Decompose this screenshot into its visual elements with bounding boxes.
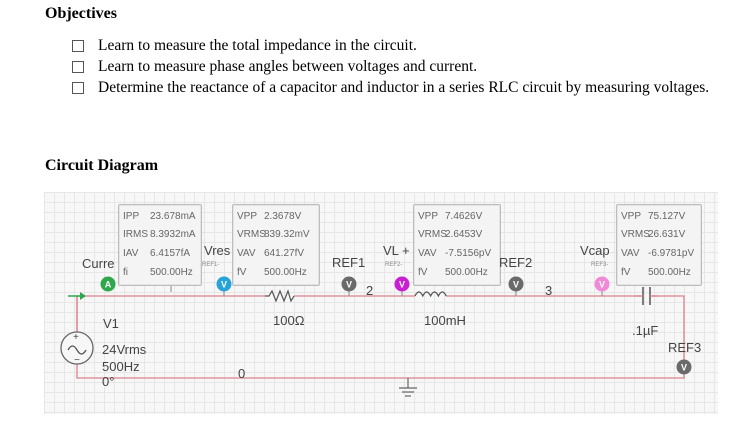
vres-probe-icon[interactable]: V: [216, 276, 232, 292]
circuit-heading: Circuit Diagram: [45, 157, 159, 174]
svg-text:−: −: [74, 355, 80, 366]
current-direction-icon: [68, 292, 86, 300]
vres-probe-label: Vres: [204, 243, 231, 258]
node-2-label: 2: [366, 283, 374, 298]
svg-text:A: A: [105, 280, 112, 290]
source-frequency-label: 500Hz: [102, 359, 140, 374]
ref1-probe-label: REF1: [332, 255, 366, 270]
checkbox[interactable]: [72, 82, 84, 94]
ref2-probe-icon[interactable]: V: [508, 276, 524, 292]
inductor-icon: [414, 291, 447, 298]
objective-text: Learn to measure the total impedance in …: [98, 37, 417, 54]
vcap-ref-label: REF3-: [591, 262, 609, 268]
ref1-probe-icon[interactable]: V: [341, 276, 357, 292]
ac-source-icon: + −: [60, 331, 94, 366]
wires: [76, 295, 685, 379]
ref3-probe-label: REF3: [668, 340, 702, 355]
ground-node-label: 0: [238, 366, 246, 381]
resistor-value-label: 100Ω: [273, 313, 305, 328]
objective-text: Learn to measure phase angles between vo…: [98, 58, 478, 75]
objectives-list: Learn to measure the total impedance in …: [72, 35, 722, 98]
vcap-probe-label: Vcap: [580, 243, 610, 258]
inductor-value-label: 100mH: [424, 313, 466, 328]
vl-probe-label: VL +: [383, 243, 410, 258]
capacitor-icon: [635, 287, 658, 305]
objective-item: Learn to measure the total impedance in …: [72, 35, 722, 56]
capacitor-value-label: .1µF: [632, 323, 659, 338]
checkbox[interactable]: [72, 40, 84, 52]
svg-text:V: V: [681, 363, 687, 373]
svg-text:V: V: [221, 280, 227, 290]
objective-item: Determine the reactance of a capacitor a…: [72, 77, 722, 98]
current-probe-label: Curre: [82, 256, 115, 271]
vl-ref-label: REF2-: [385, 262, 403, 268]
svg-text:V: V: [399, 280, 405, 290]
node-3-label: 3: [545, 283, 553, 298]
checkbox[interactable]: [72, 61, 84, 73]
ref3-probe-icon[interactable]: V: [676, 359, 692, 375]
svg-text:V: V: [599, 280, 605, 290]
ref2-probe-label: REF2: [499, 255, 533, 270]
circuit-diagram: + − A: [44, 192, 718, 414]
objective-text: Determine the reactance of a capacitor a…: [98, 79, 710, 96]
svg-text:+: +: [73, 332, 79, 343]
source-name-label: V1: [103, 316, 119, 331]
vcap-meter: VPP 75.127V VRMS 26.631V VAV -6.9781pV fV 50…: [616, 204, 702, 286]
vcap-probe-icon[interactable]: V: [594, 276, 610, 292]
objective-item: Learn to measure phase angles between vo…: [72, 56, 722, 77]
svg-text:V: V: [513, 280, 519, 290]
current-probe-icon[interactable]: A: [100, 276, 116, 292]
objectives-heading: Objectives: [45, 5, 117, 22]
current-meter: IPP 23.678mA IRMS 8.3932mA IAV 6.4157fA fi 5…: [118, 204, 202, 286]
vl-meter: VPP 7.4626V VRMS 2.6453V VAV -7.5156pV fV 50…: [413, 204, 501, 286]
vres-meter: VPP 2.3678V VRMS 839.32mV VAV 641.27fV fV 50…: [232, 204, 320, 286]
resistor-icon: [265, 289, 295, 303]
vres-ref-label: REF1-: [202, 262, 220, 268]
ground-icon: [399, 378, 417, 397]
source-phase-label: 0°: [102, 374, 115, 389]
svg-text:V: V: [346, 280, 352, 290]
vl-probe-icon[interactable]: V: [394, 276, 410, 292]
source-voltage-label: 24Vrms: [102, 342, 147, 357]
